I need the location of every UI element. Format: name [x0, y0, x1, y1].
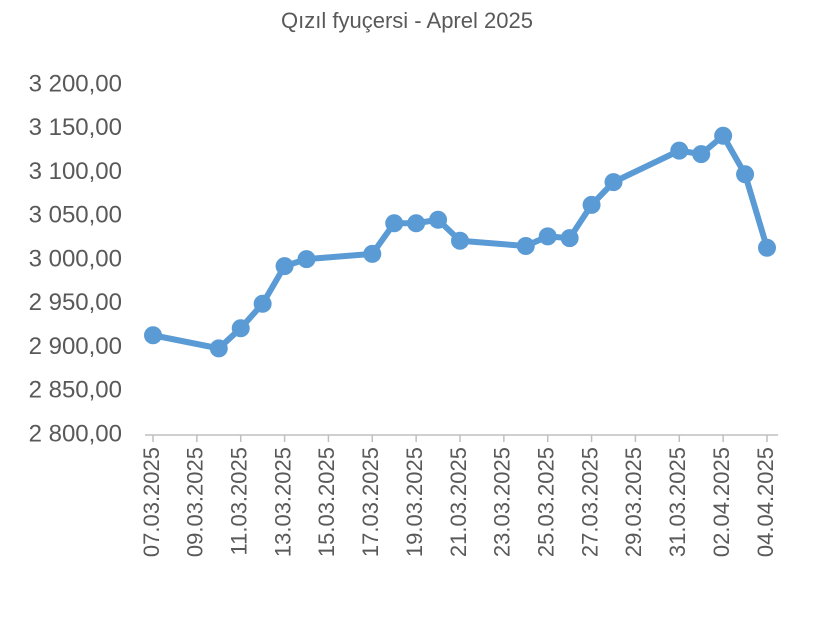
point: [429, 210, 448, 229]
x-tick-label: 02.04.2025: [709, 447, 734, 557]
x-tick-label: 21.03.2025: [446, 447, 471, 557]
y-tick-label: 2 800,00: [29, 420, 122, 447]
point: [451, 231, 469, 250]
y-tick-label: 3 100,00: [29, 158, 122, 185]
point: [516, 237, 535, 255]
point: [758, 238, 776, 257]
point: [714, 126, 733, 145]
point: [231, 319, 250, 338]
x-tick-label: 04.04.2025: [753, 447, 778, 557]
point: [560, 229, 579, 248]
x-tick-label: 19.03.2025: [402, 447, 427, 557]
x-tick-label: 17.03.2025: [358, 447, 383, 557]
point: [538, 227, 557, 246]
x-tick-label: 23.03.2025: [490, 447, 515, 557]
y-tick-label: 2 950,00: [29, 289, 122, 316]
chart-title: Qızıl fyuçersi - Aprel 2025: [281, 8, 533, 33]
x-tick-label: 27.03.2025: [577, 447, 602, 557]
point: [604, 173, 623, 192]
point: [253, 294, 272, 313]
point: [582, 195, 601, 214]
y-tick-label: 3 200,00: [29, 70, 122, 97]
point: [275, 257, 294, 276]
y-tick-label: 3 050,00: [29, 202, 122, 229]
point: [363, 244, 382, 263]
y-tick-label: 2 850,00: [29, 377, 122, 404]
x-tick-label: 15.03.2025: [314, 447, 339, 557]
y-tick-label: 3 000,00: [29, 245, 122, 272]
y-tick-label: 3 150,00: [29, 114, 122, 141]
point: [670, 141, 689, 160]
x-tick-label: 25.03.2025: [534, 447, 559, 557]
point: [209, 339, 228, 358]
x-tick-label: 31.03.2025: [665, 447, 690, 557]
point: [692, 145, 711, 164]
x-tick-label: 13.03.2025: [270, 447, 295, 557]
x-tick-label: 11.03.2025: [227, 447, 252, 555]
point: [144, 326, 162, 345]
x-tick-label: 29.03.2025: [621, 447, 646, 557]
point: [407, 214, 426, 233]
y-tick-label: 2 900,00: [29, 333, 122, 360]
x-tick-label: 07.03.2025: [139, 447, 164, 557]
point: [297, 250, 316, 269]
x-tick-label: 09.03.2025: [183, 447, 208, 557]
point: [385, 214, 404, 233]
point: [736, 165, 755, 184]
